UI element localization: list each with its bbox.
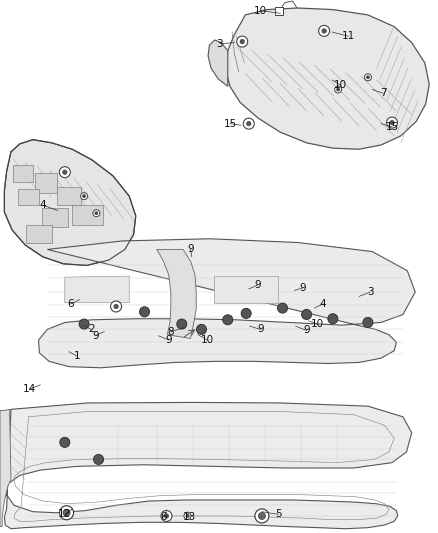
Polygon shape: [39, 239, 415, 368]
Text: 9: 9: [187, 245, 194, 254]
Polygon shape: [13, 165, 33, 182]
Circle shape: [184, 512, 191, 520]
Text: 6: 6: [160, 512, 167, 522]
Text: 10: 10: [334, 80, 347, 90]
Polygon shape: [214, 276, 278, 303]
Circle shape: [161, 511, 172, 521]
Text: 9: 9: [257, 325, 264, 334]
Circle shape: [328, 314, 338, 324]
Circle shape: [243, 118, 254, 129]
Text: 9: 9: [92, 331, 99, 341]
Text: 5: 5: [275, 510, 282, 519]
Circle shape: [140, 307, 149, 317]
Text: 14: 14: [23, 384, 36, 394]
Text: 6: 6: [67, 299, 74, 309]
Circle shape: [197, 325, 206, 334]
Circle shape: [81, 192, 88, 200]
Polygon shape: [208, 40, 228, 86]
Polygon shape: [72, 205, 103, 225]
Polygon shape: [4, 402, 412, 529]
Text: 15: 15: [223, 119, 237, 128]
Polygon shape: [18, 189, 39, 205]
Circle shape: [60, 438, 70, 447]
Circle shape: [364, 74, 371, 81]
Bar: [276, 6, 283, 15]
Circle shape: [177, 319, 187, 329]
Text: 11: 11: [342, 31, 355, 41]
Text: 3: 3: [216, 39, 223, 49]
Text: 8: 8: [167, 327, 174, 336]
Text: 9: 9: [300, 283, 307, 293]
Circle shape: [302, 310, 311, 319]
Circle shape: [390, 120, 394, 125]
Polygon shape: [57, 187, 81, 205]
Circle shape: [322, 29, 326, 33]
Circle shape: [114, 304, 118, 309]
Circle shape: [255, 509, 269, 523]
Text: 10: 10: [201, 335, 214, 345]
Text: 2: 2: [88, 325, 95, 334]
Text: 9: 9: [303, 326, 310, 335]
Polygon shape: [0, 409, 11, 527]
Circle shape: [94, 455, 103, 464]
Text: 1: 1: [73, 351, 80, 361]
Circle shape: [110, 301, 122, 312]
Circle shape: [247, 122, 251, 126]
Text: 15: 15: [385, 122, 399, 132]
Circle shape: [63, 170, 67, 174]
Polygon shape: [42, 208, 68, 227]
Polygon shape: [26, 225, 52, 243]
Text: 7: 7: [380, 88, 387, 98]
Text: 12: 12: [58, 510, 71, 519]
Polygon shape: [65, 276, 129, 303]
Circle shape: [241, 309, 251, 318]
Circle shape: [223, 315, 233, 325]
Circle shape: [93, 209, 100, 217]
Circle shape: [95, 212, 98, 215]
Text: 4: 4: [320, 299, 327, 309]
Circle shape: [386, 117, 398, 128]
Circle shape: [367, 76, 369, 79]
Circle shape: [278, 303, 287, 313]
Polygon shape: [35, 173, 57, 193]
Circle shape: [59, 167, 71, 177]
Circle shape: [164, 514, 169, 518]
Circle shape: [63, 509, 70, 516]
Text: 4: 4: [39, 200, 46, 210]
Polygon shape: [4, 140, 136, 265]
Text: 3: 3: [367, 287, 374, 297]
Text: 10: 10: [311, 319, 324, 329]
Text: 13: 13: [183, 512, 196, 522]
Circle shape: [258, 512, 265, 520]
Circle shape: [318, 26, 330, 36]
Circle shape: [240, 39, 244, 44]
Circle shape: [335, 86, 342, 93]
Circle shape: [237, 36, 248, 47]
Polygon shape: [226, 8, 429, 149]
Text: 9: 9: [254, 280, 261, 290]
Text: 10: 10: [254, 6, 267, 15]
Circle shape: [363, 318, 373, 327]
Polygon shape: [157, 249, 196, 338]
Circle shape: [83, 195, 85, 198]
Circle shape: [60, 506, 74, 520]
Circle shape: [186, 514, 189, 518]
Circle shape: [337, 88, 339, 91]
Circle shape: [79, 319, 89, 329]
Text: 9: 9: [165, 335, 172, 345]
